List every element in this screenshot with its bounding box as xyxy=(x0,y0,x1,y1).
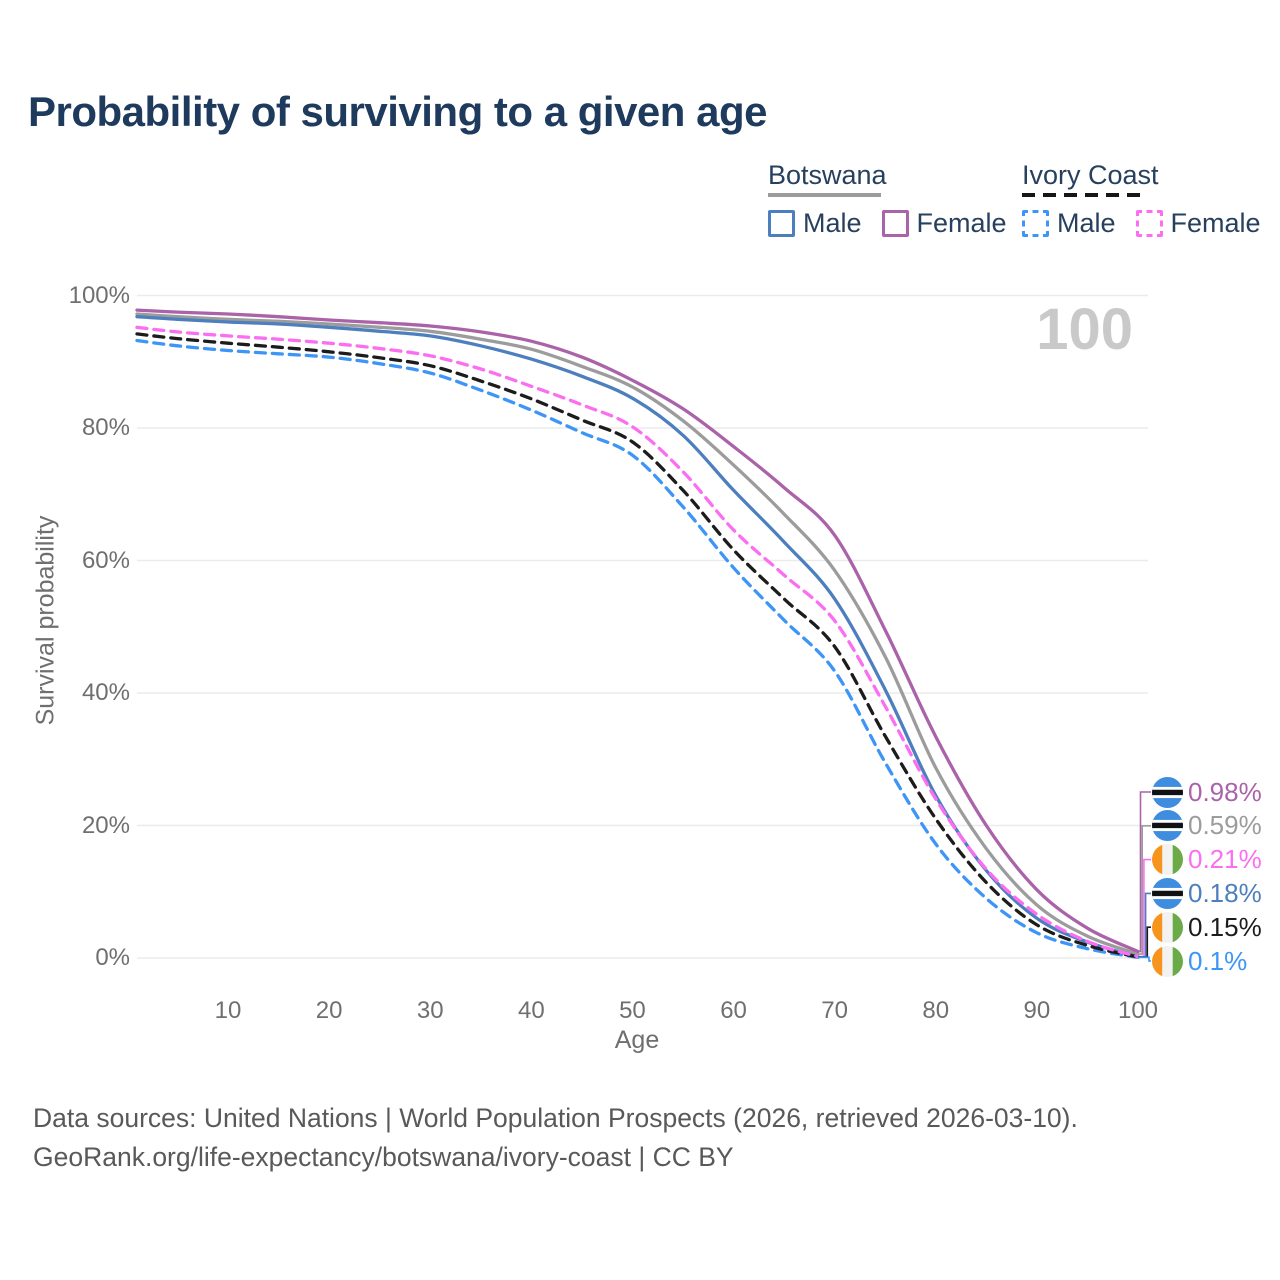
checkbox-botswana-female[interactable] xyxy=(881,210,909,237)
botswana-flag-icon xyxy=(1152,776,1183,808)
y-tick-label: 20% xyxy=(81,811,130,839)
legend-label-botswana-male: Male xyxy=(803,208,862,238)
y-tick-label: 100% xyxy=(68,281,130,309)
end-value-label: 0.18% xyxy=(1188,877,1262,908)
y-tick-label: 40% xyxy=(81,679,130,706)
series-line-botswana-female xyxy=(135,308,1140,954)
legend-item-botswana-female[interactable]: Female xyxy=(881,208,1007,239)
legend-item-botswana-male[interactable]: Male xyxy=(768,208,862,239)
legend-item-ivory-coast-female[interactable]: Female xyxy=(1135,208,1261,239)
series-line-botswana-male xyxy=(135,315,1140,959)
x-tick-label: 50 xyxy=(619,997,646,1024)
legend-label-botswana-female: Female xyxy=(916,208,1007,238)
y-tick-label: 80% xyxy=(81,414,130,441)
legend-underline-dashed xyxy=(1022,193,1148,197)
legend-label-ivory-coast-male: Male xyxy=(1057,208,1116,238)
x-tick-label: 30 xyxy=(416,997,444,1024)
x-tick-label: 40 xyxy=(517,997,545,1024)
end-label-row-botswana-female: 0.98% xyxy=(1152,776,1262,808)
checkbox-ivory-coast-female[interactable] xyxy=(1135,210,1163,237)
end-label-row-ivory-coast-female: 0.21% xyxy=(1152,844,1262,876)
checkbox-botswana-male[interactable] xyxy=(768,210,795,237)
legend-group-ivory-coast: Ivory Coast Male Female xyxy=(1022,160,1261,239)
end-value-label: 0.1% xyxy=(1188,945,1248,976)
x-tick-label: 60 xyxy=(720,997,747,1024)
ivory-coast-flag-icon xyxy=(1152,844,1183,876)
y-tick-label: 60% xyxy=(81,546,130,574)
x-tick-label: 20 xyxy=(315,997,343,1024)
y-axis-title: Survival probability xyxy=(31,515,60,726)
legend-item-ivory-coast-male[interactable]: Male xyxy=(1022,208,1116,239)
legend-group-botswana: Botswana Male Female xyxy=(768,160,1007,239)
x-tick-label: 90 xyxy=(1023,997,1051,1024)
botswana-flag-icon xyxy=(1152,877,1183,909)
end-value-label: 0.59% xyxy=(1188,810,1262,841)
hover-age-readout: 100 xyxy=(1036,297,1133,362)
end-label-row-ivory-coast-male: 0.1% xyxy=(1152,945,1248,977)
attribution-link-text[interactable]: GeoRank.org/life-expectancy/botswana/ivo… xyxy=(33,1142,734,1172)
end-label-row-botswana-both-sexes: 0.59% xyxy=(1152,810,1262,842)
series-line-ivory-coast-male xyxy=(135,338,1140,959)
series-line-botswana-both-sexes xyxy=(135,312,1140,956)
end-label-row-ivory-coast-both-sexes: 0.15% xyxy=(1152,911,1262,943)
end-label-connector xyxy=(1138,825,1151,955)
legend-underline-solid xyxy=(768,193,881,197)
ivory-coast-flag-icon xyxy=(1152,945,1183,977)
legend-country-ivory-coast[interactable]: Ivory Coast xyxy=(1022,160,1159,190)
legend-country-botswana[interactable]: Botswana xyxy=(768,160,887,190)
botswana-flag-icon xyxy=(1152,810,1183,842)
series-line-ivory-coast-both-sexes xyxy=(135,332,1140,959)
end-value-label: 0.98% xyxy=(1188,776,1262,807)
x-tick-label: 70 xyxy=(821,997,848,1024)
y-tick-label: 0% xyxy=(95,944,130,971)
checkbox-ivory-coast-male[interactable] xyxy=(1022,210,1049,237)
end-label-connector xyxy=(1138,956,1151,962)
ivory-coast-flag-icon xyxy=(1152,911,1183,943)
x-axis-title: Age xyxy=(614,1026,660,1054)
page-title: Probability of surviving to a given age xyxy=(28,88,767,135)
end-value-label: 0.21% xyxy=(1188,844,1262,875)
data-source-text: Data sources: United Nations | World Pop… xyxy=(33,1103,1078,1133)
end-value-label: 0.15% xyxy=(1188,911,1262,942)
series-line-ivory-coast-female xyxy=(135,325,1140,959)
x-tick-label: 80 xyxy=(922,997,950,1024)
legend-label-ivory-coast-female: Female xyxy=(1170,208,1261,238)
end-label-row-botswana-male: 0.18% xyxy=(1152,877,1262,909)
x-tick-label: 100 xyxy=(1117,997,1159,1024)
x-tick-label: 10 xyxy=(214,997,242,1024)
end-label-connector xyxy=(1138,791,1151,953)
